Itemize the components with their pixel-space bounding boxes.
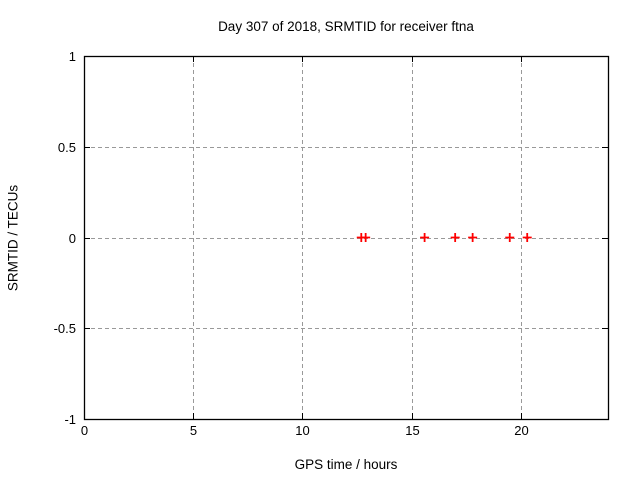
plot-border <box>83 55 610 421</box>
x-tick-label: 10 <box>295 423 309 438</box>
x-tick-label: 15 <box>405 423 419 438</box>
y-tick-label: 1 <box>69 49 76 64</box>
x-tick-label: 0 <box>81 423 88 438</box>
x-axis-label: GPS time / hours <box>294 457 398 472</box>
data-point-marker <box>505 233 515 242</box>
y-tick-label: -0.5 <box>54 321 76 336</box>
data-point-marker <box>361 233 371 242</box>
x-tick-label: 20 <box>514 423 528 438</box>
data-point-marker <box>420 233 430 242</box>
y-tick-label: 0.5 <box>58 140 76 155</box>
data-point-marker <box>522 233 532 242</box>
y-tick-label: -1 <box>64 412 76 427</box>
chart-title: Day 307 of 2018, SRMTID for receiver ftn… <box>218 19 474 34</box>
x-tick-label: 5 <box>190 423 197 438</box>
data-point-marker <box>450 233 460 242</box>
data-point-marker <box>468 233 478 242</box>
y-tick-label: 0 <box>69 231 76 246</box>
